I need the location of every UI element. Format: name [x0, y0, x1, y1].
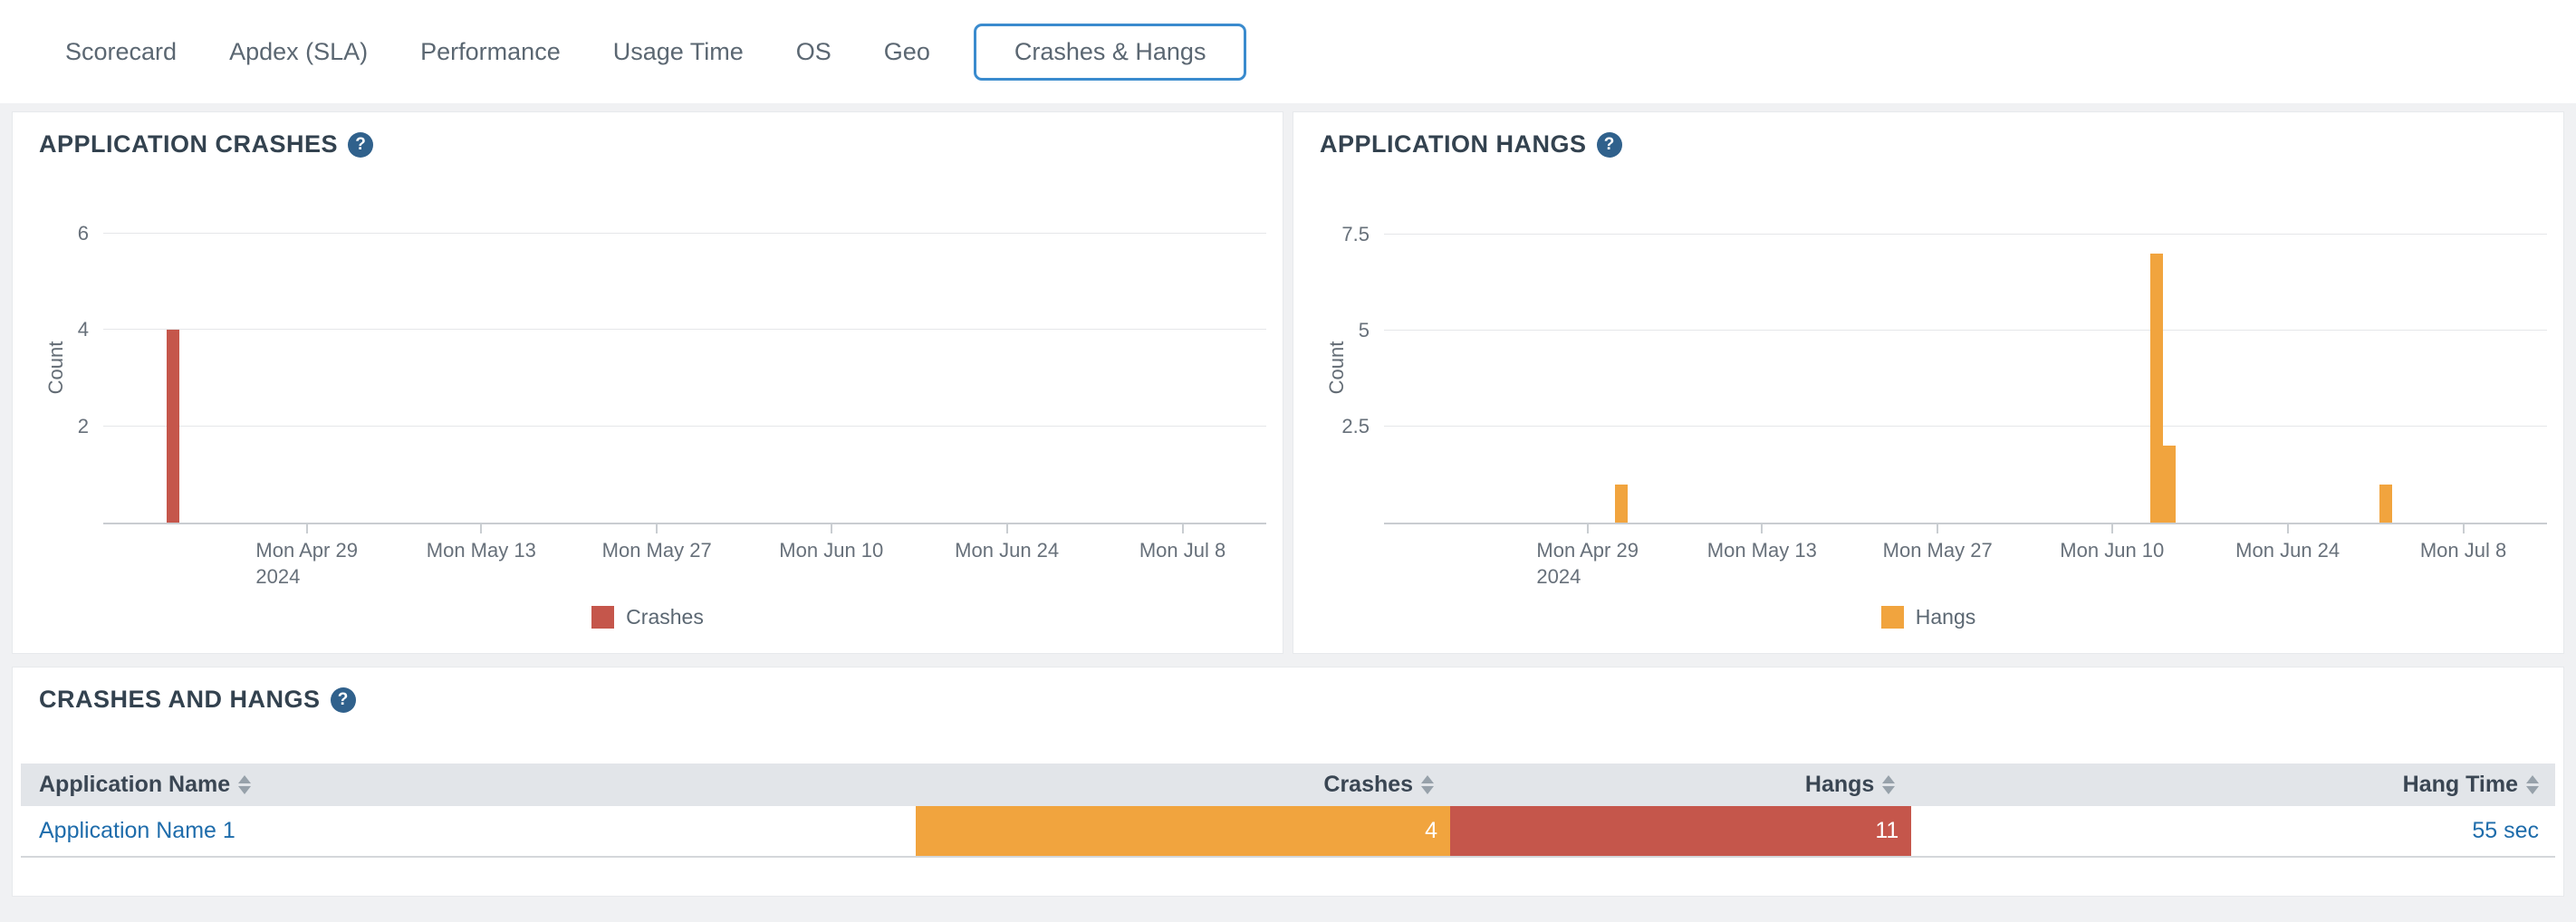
application-name-cell: Application Name 1: [21, 806, 916, 856]
gridline: [103, 233, 1266, 234]
x-tick-label: Mon Jun 24: [2235, 537, 2340, 563]
application-hangs-title-row: APPLICATION HANGS ?: [1320, 130, 1622, 158]
sort-icon: [1882, 775, 1895, 794]
gridline: [103, 426, 1266, 427]
gridline: [1384, 330, 2547, 331]
help-icon[interactable]: ?: [331, 687, 356, 713]
column-header-hang-time[interactable]: Hang Time: [1911, 772, 2555, 798]
tab-geo[interactable]: Geo: [884, 38, 930, 66]
crashes-bar[interactable]: [167, 330, 179, 523]
x-tick-mark: [1587, 524, 1589, 533]
x-tick-label: Mon Jun 10: [779, 537, 883, 563]
x-tick-label: Mon Apr 292024: [255, 537, 358, 590]
hangs-bar[interactable]: [2379, 485, 2392, 523]
hangs-bar[interactable]: [2150, 254, 2163, 523]
y-tick-label: 4: [78, 318, 89, 341]
column-header-label: Hang Time: [2403, 772, 2518, 798]
x-tick-label: Mon May 13: [1707, 537, 1817, 563]
charts-row: APPLICATION CRASHES ? Count 246Mon Apr 2…: [12, 111, 2564, 654]
tab-scorecard[interactable]: Scorecard: [65, 38, 177, 66]
x-tick-label: Mon Jun 24: [955, 537, 1059, 563]
x-tick-mark: [656, 524, 658, 533]
crashes-and-hangs-panel: CRASHES AND HANGS ? Application Name Cra…: [12, 667, 2564, 897]
gridline: [103, 329, 1266, 330]
x-tick-mark: [2463, 524, 2465, 533]
hang-time-link[interactable]: 55 sec: [2472, 818, 2539, 844]
x-tick-mark: [1937, 524, 1938, 533]
sort-icon: [1421, 775, 1434, 794]
gridline: [1384, 234, 2547, 235]
hangs-legend-swatch: [1881, 606, 1904, 629]
crashes-value-bar[interactable]: 4: [916, 806, 1450, 856]
tab-usage-time[interactable]: Usage Time: [613, 38, 744, 66]
column-header-label: Hangs: [1805, 772, 1874, 798]
tab-bar: Scorecard Apdex (SLA) Performance Usage …: [0, 0, 2576, 103]
y-tick-label: 5: [1359, 319, 1370, 342]
x-tick-label: Mon Apr 292024: [1536, 537, 1639, 590]
x-tick-label: Mon Jul 8: [2420, 537, 2506, 563]
gridline: [1384, 426, 2547, 427]
x-tick-label: Mon May 13: [427, 537, 536, 563]
crashes-and-hangs-title: CRASHES AND HANGS: [39, 686, 321, 714]
table-row: Application Name 1 4 11 55 sec: [21, 806, 2555, 858]
tab-crashes-and-hangs[interactable]: Crashes & Hangs: [974, 24, 1247, 81]
column-header-label: Crashes: [1323, 772, 1413, 798]
crashes-value: 4: [1425, 818, 1437, 844]
crashes-and-hangs-table: Application Name Crashes Hangs Hang Time…: [21, 764, 2555, 858]
crashes-legend-label: Crashes: [626, 605, 704, 629]
x-tick-sublabel: 2024: [255, 563, 358, 590]
help-icon[interactable]: ?: [1597, 132, 1622, 158]
application-crashes-title-row: APPLICATION CRASHES ?: [39, 130, 373, 158]
x-tick-mark: [2111, 524, 2113, 533]
hangs-bar[interactable]: [2163, 446, 2176, 523]
application-crashes-title: APPLICATION CRASHES: [39, 130, 338, 158]
tab-performance[interactable]: Performance: [420, 38, 561, 66]
x-tick-mark: [480, 524, 482, 533]
table-header-row: Application Name Crashes Hangs Hang Time: [21, 764, 2555, 806]
y-axis-label: Count: [1325, 341, 1349, 395]
x-tick-sublabel: 2024: [1536, 563, 1639, 590]
y-tick-label: 2: [78, 415, 89, 438]
hangs-chart-plot: 2.557.5Mon Apr 292024Mon May 13Mon May 2…: [1384, 209, 2547, 524]
hangs-legend-label: Hangs: [1916, 605, 1975, 629]
hangs-value-bar[interactable]: 11: [1450, 806, 1911, 856]
column-header-crashes[interactable]: Crashes: [916, 772, 1450, 798]
column-header-hangs[interactable]: Hangs: [1450, 772, 1911, 798]
sort-icon: [2526, 775, 2539, 794]
sort-icon: [238, 775, 251, 794]
crashes-chart-legend: Crashes: [13, 605, 1283, 629]
help-icon[interactable]: ?: [348, 132, 373, 158]
hangs-bar[interactable]: [1615, 485, 1628, 523]
x-tick-mark: [2287, 524, 2289, 533]
application-hangs-title: APPLICATION HANGS: [1320, 130, 1587, 158]
y-tick-label: 6: [78, 222, 89, 245]
x-tick-label: Mon Jul 8: [1139, 537, 1226, 563]
crashes-and-hangs-title-row: CRASHES AND HANGS ?: [39, 686, 356, 714]
x-tick-mark: [1182, 524, 1184, 533]
column-header-label: Application Name: [39, 772, 230, 798]
tab-apdex-sla[interactable]: Apdex (SLA): [229, 38, 368, 66]
x-tick-mark: [1006, 524, 1008, 533]
y-tick-label: 7.5: [1341, 223, 1370, 246]
hangs-chart-legend: Hangs: [1293, 605, 2563, 629]
hangs-value: 11: [1875, 818, 1898, 844]
x-tick-label: Mon Jun 10: [2060, 537, 2164, 563]
y-tick-label: 2.5: [1341, 415, 1370, 438]
application-name-link[interactable]: Application Name 1: [39, 818, 235, 844]
x-tick-mark: [1761, 524, 1763, 533]
application-crashes-panel: APPLICATION CRASHES ? Count 246Mon Apr 2…: [12, 111, 1283, 654]
column-header-application-name[interactable]: Application Name: [21, 772, 916, 798]
x-tick-label: Mon May 27: [602, 537, 712, 563]
x-tick-label: Mon May 27: [1883, 537, 1993, 563]
crashes-chart-plot: 246Mon Apr 292024Mon May 13Mon May 27Mon…: [103, 209, 1266, 524]
crashes-legend-swatch: [591, 606, 614, 629]
application-hangs-panel: APPLICATION HANGS ? Count 2.557.5Mon Apr…: [1293, 111, 2564, 654]
tab-os[interactable]: OS: [796, 38, 831, 66]
x-tick-mark: [306, 524, 308, 533]
y-axis-label: Count: [44, 341, 68, 395]
x-tick-mark: [831, 524, 832, 533]
hang-time-cell: 55 sec: [1911, 806, 2555, 856]
